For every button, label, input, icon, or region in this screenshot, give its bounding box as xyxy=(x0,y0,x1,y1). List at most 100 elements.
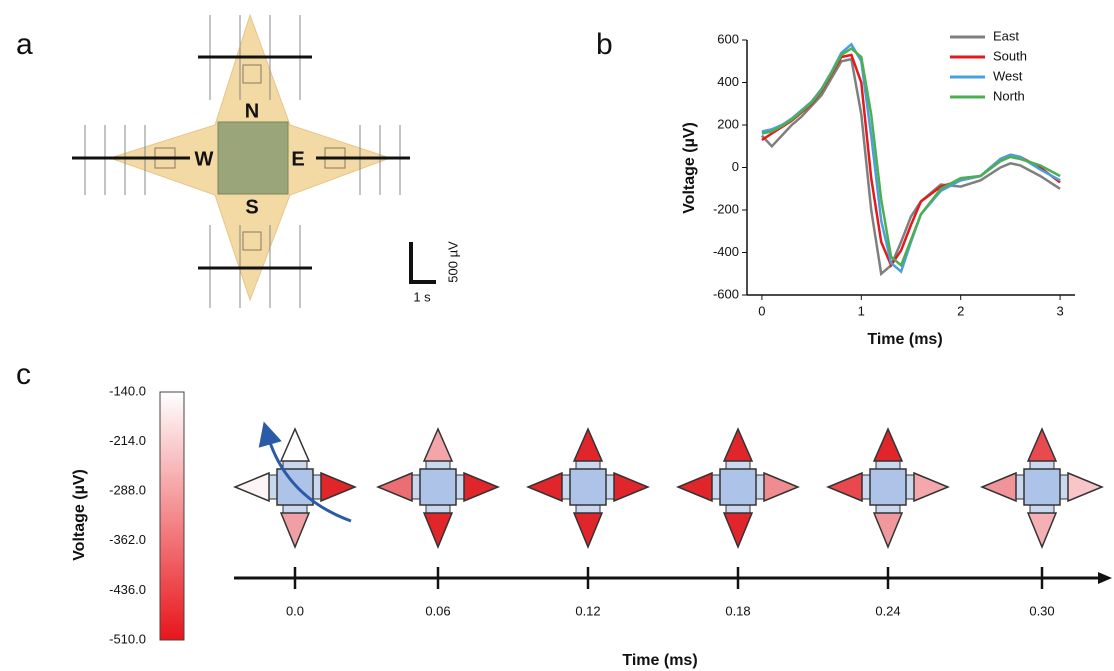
connector xyxy=(876,461,900,469)
legend-label: South xyxy=(993,48,1027,63)
electrode-label: W xyxy=(195,148,214,170)
y-tick-label: -400 xyxy=(713,244,739,259)
center-square xyxy=(1024,469,1060,505)
time-tick-label: 0.0 xyxy=(286,603,304,618)
electrode xyxy=(528,473,562,501)
electrode-map xyxy=(378,429,498,547)
connector xyxy=(562,475,570,499)
x-tick-label: 3 xyxy=(1056,303,1063,318)
connector xyxy=(1060,475,1068,499)
scale-voltage: 500 µV xyxy=(445,241,460,283)
electrode xyxy=(764,473,798,501)
electrode-map xyxy=(235,429,355,547)
panel-label: b xyxy=(596,28,613,61)
time-tick-label: 0.18 xyxy=(725,603,750,618)
electrode-map xyxy=(828,429,948,547)
electrode xyxy=(378,473,412,501)
time-tick-label: 0.12 xyxy=(575,603,600,618)
electrode xyxy=(1068,473,1102,501)
connector xyxy=(576,505,600,513)
x-tick-label: 1 xyxy=(858,303,865,318)
electrode xyxy=(1028,429,1056,461)
electrode xyxy=(424,513,452,547)
electrode xyxy=(874,513,902,547)
connector xyxy=(1030,505,1054,513)
connector xyxy=(906,475,914,499)
electrode xyxy=(614,473,648,501)
connector xyxy=(456,475,464,499)
electrode-label: S xyxy=(245,196,258,218)
electrode xyxy=(321,473,355,501)
panel-label: a xyxy=(16,28,33,61)
connector xyxy=(576,461,600,469)
connector xyxy=(1016,475,1024,499)
line-series xyxy=(762,55,1060,265)
legend-label: West xyxy=(993,68,1023,83)
scale-time: 1 s xyxy=(413,289,431,304)
electrode xyxy=(424,429,452,461)
x-axis-label: Time (ms) xyxy=(867,331,942,348)
connector xyxy=(412,475,420,499)
connector xyxy=(726,505,750,513)
connector xyxy=(756,475,764,499)
electrode-map xyxy=(528,429,648,547)
y-tick-label: 400 xyxy=(717,74,739,89)
y-tick-label: 0 xyxy=(732,159,739,174)
connector xyxy=(1030,461,1054,469)
connector xyxy=(283,505,307,513)
time-tick-label: 0.06 xyxy=(425,603,450,618)
electrode xyxy=(982,473,1016,501)
colorbar-tick-label: -362.0 xyxy=(109,532,146,547)
y-tick-label: 200 xyxy=(717,116,739,131)
electrode xyxy=(724,429,752,461)
center-square xyxy=(570,469,606,505)
center-chip xyxy=(218,122,288,194)
connector xyxy=(269,475,277,499)
x-tick-label: 0 xyxy=(758,303,765,318)
colorbar-tick-label: -288.0 xyxy=(109,483,146,498)
colorbar xyxy=(160,392,184,640)
colorbar-label: Voltage (µV) xyxy=(71,469,88,561)
connector xyxy=(426,461,450,469)
panel-label: c xyxy=(16,358,31,391)
connector xyxy=(712,475,720,499)
colorbar-tick-label: -140.0 xyxy=(109,383,146,398)
device-image: N W E S xyxy=(72,15,410,308)
colorbar-tick-label: -436.0 xyxy=(109,582,146,597)
electrode xyxy=(235,473,269,501)
electrode xyxy=(724,513,752,547)
electrode-map xyxy=(982,429,1102,547)
time-axis-label: Time (ms) xyxy=(622,652,697,669)
x-tick-label: 2 xyxy=(957,303,964,318)
y-axis-label: Voltage (µV) xyxy=(681,122,698,214)
electrode-label: E xyxy=(291,148,304,170)
time-tick-label: 0.24 xyxy=(875,603,900,618)
center-square xyxy=(420,469,456,505)
electrode xyxy=(464,473,498,501)
connector xyxy=(313,475,321,499)
electrode-map xyxy=(678,429,798,547)
y-tick-label: 600 xyxy=(717,31,739,46)
connector xyxy=(862,475,870,499)
colorbar-tick-label: -214.0 xyxy=(109,433,146,448)
electrode xyxy=(1028,513,1056,547)
electrode xyxy=(574,513,602,547)
y-tick-label: -600 xyxy=(713,286,739,301)
electrode xyxy=(281,513,309,547)
connector xyxy=(876,505,900,513)
legend-label: North xyxy=(993,88,1025,103)
center-square xyxy=(720,469,756,505)
time-tick-label: 0.30 xyxy=(1029,603,1054,618)
connector xyxy=(283,461,307,469)
electrode xyxy=(914,473,948,501)
connector xyxy=(606,475,614,499)
legend-label: East xyxy=(993,28,1019,43)
electrode xyxy=(828,473,862,501)
electrode xyxy=(574,429,602,461)
connector xyxy=(426,505,450,513)
electrode xyxy=(678,473,712,501)
time-arrow xyxy=(1098,572,1112,584)
colorbar-tick-label: -510.0 xyxy=(109,631,146,646)
